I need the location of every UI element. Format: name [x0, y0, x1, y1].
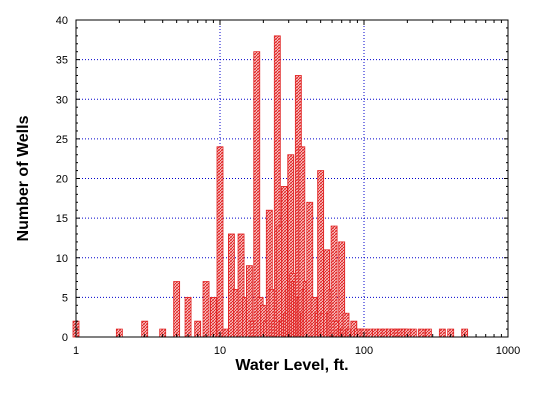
histogram-bar: [173, 281, 181, 338]
histogram-bar: [202, 281, 210, 338]
x-tick-label: 100: [355, 345, 373, 357]
bar-group: [72, 35, 469, 338]
y-tick-label: 40: [56, 15, 68, 27]
histogram-bar: [438, 328, 446, 338]
histogram-bar: [216, 146, 224, 338]
histogram-bar: [424, 328, 432, 338]
y-tick-label: 25: [56, 134, 68, 146]
y-tick-label: 5: [62, 292, 68, 304]
y-tick-label: 0: [62, 332, 68, 344]
x-tick-label: 10: [214, 345, 226, 357]
y-tick-label: 10: [56, 253, 68, 265]
histogram-bar: [210, 296, 217, 338]
histogram-bar: [253, 51, 261, 338]
histogram-bar: [409, 328, 417, 338]
y-tick-label: 35: [56, 55, 68, 67]
x-tick-label: 1: [73, 345, 79, 357]
histogram-bar: [417, 328, 425, 338]
tick-marks: [75, 19, 508, 338]
x-tick-labels: 1 10 100 1000: [73, 345, 520, 357]
y-tick-label: 15: [56, 213, 68, 225]
y-tick-label: 20: [56, 174, 68, 186]
y-tick-labels: 0 5 10 15 20 25 30 35 40: [56, 15, 68, 344]
histogram-bar: [330, 225, 338, 338]
y-tick-label: 30: [56, 94, 68, 106]
histogram-bar: [317, 170, 325, 338]
x-tick-label: 1000: [496, 345, 520, 357]
y-axis-title: Number of Wells: [15, 115, 32, 241]
histogram-bar: [184, 296, 192, 338]
x-axis-title: Water Level, ft.: [235, 357, 348, 374]
